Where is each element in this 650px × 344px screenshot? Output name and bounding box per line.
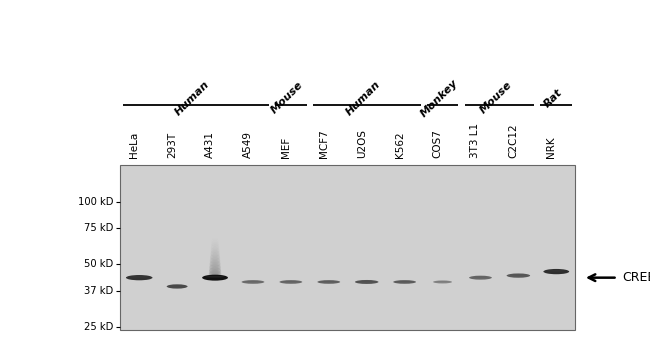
Text: Rat: Rat bbox=[541, 87, 564, 109]
Ellipse shape bbox=[506, 273, 530, 278]
Text: MCF7: MCF7 bbox=[318, 129, 329, 158]
Ellipse shape bbox=[211, 249, 220, 252]
Text: Human: Human bbox=[344, 79, 382, 117]
Ellipse shape bbox=[170, 285, 185, 287]
Text: Mouse: Mouse bbox=[478, 80, 514, 116]
Ellipse shape bbox=[359, 281, 375, 282]
Text: Monkey: Monkey bbox=[419, 77, 460, 119]
Ellipse shape bbox=[202, 275, 228, 281]
Text: 25 kD: 25 kD bbox=[84, 322, 114, 332]
Bar bbox=[120, 165, 575, 330]
Ellipse shape bbox=[245, 281, 261, 282]
Ellipse shape bbox=[209, 275, 222, 278]
Ellipse shape bbox=[209, 266, 221, 269]
Ellipse shape bbox=[473, 277, 488, 278]
Ellipse shape bbox=[209, 268, 221, 271]
Ellipse shape bbox=[210, 258, 220, 261]
Text: A549: A549 bbox=[243, 131, 253, 158]
Text: 293T: 293T bbox=[167, 132, 177, 158]
Ellipse shape bbox=[209, 272, 222, 275]
Ellipse shape bbox=[209, 269, 221, 272]
Text: 3T3 L1: 3T3 L1 bbox=[471, 123, 480, 158]
Text: 37 kD: 37 kD bbox=[84, 286, 114, 296]
Ellipse shape bbox=[510, 274, 526, 276]
Ellipse shape bbox=[209, 273, 222, 276]
Text: 100 kD: 100 kD bbox=[78, 197, 114, 207]
Text: HeLa: HeLa bbox=[129, 132, 139, 158]
Ellipse shape bbox=[321, 281, 337, 282]
Text: CREB: CREB bbox=[623, 271, 650, 284]
Ellipse shape bbox=[210, 260, 220, 264]
Text: COS7: COS7 bbox=[432, 129, 443, 158]
Ellipse shape bbox=[211, 250, 220, 254]
Ellipse shape bbox=[126, 275, 153, 280]
Text: K562: K562 bbox=[395, 132, 404, 158]
Ellipse shape bbox=[436, 281, 449, 282]
Text: Mouse: Mouse bbox=[269, 80, 305, 116]
Ellipse shape bbox=[209, 265, 221, 268]
Text: 50 kD: 50 kD bbox=[84, 259, 114, 269]
Ellipse shape bbox=[211, 252, 220, 255]
Text: C2C12: C2C12 bbox=[508, 123, 518, 158]
Ellipse shape bbox=[355, 280, 378, 284]
Ellipse shape bbox=[210, 256, 220, 259]
Text: U2OS: U2OS bbox=[357, 129, 367, 158]
Ellipse shape bbox=[210, 259, 220, 262]
Text: 75 kD: 75 kD bbox=[84, 223, 114, 233]
Text: A431: A431 bbox=[205, 131, 215, 158]
Ellipse shape bbox=[317, 280, 340, 284]
Ellipse shape bbox=[209, 276, 222, 279]
Ellipse shape bbox=[543, 269, 569, 274]
Text: Human: Human bbox=[174, 79, 212, 117]
Ellipse shape bbox=[396, 281, 413, 282]
Ellipse shape bbox=[393, 280, 416, 284]
Text: MEF: MEF bbox=[281, 137, 291, 158]
Ellipse shape bbox=[433, 280, 452, 283]
Ellipse shape bbox=[283, 281, 299, 282]
Ellipse shape bbox=[469, 276, 492, 280]
Ellipse shape bbox=[547, 270, 566, 271]
Ellipse shape bbox=[209, 264, 220, 266]
Text: NRK: NRK bbox=[546, 137, 556, 158]
Ellipse shape bbox=[210, 255, 220, 258]
Ellipse shape bbox=[209, 262, 220, 265]
Ellipse shape bbox=[280, 280, 302, 284]
Ellipse shape bbox=[209, 270, 221, 273]
Ellipse shape bbox=[206, 276, 224, 278]
Ellipse shape bbox=[130, 276, 148, 278]
Ellipse shape bbox=[242, 280, 265, 284]
Ellipse shape bbox=[166, 284, 188, 289]
Ellipse shape bbox=[210, 254, 220, 256]
